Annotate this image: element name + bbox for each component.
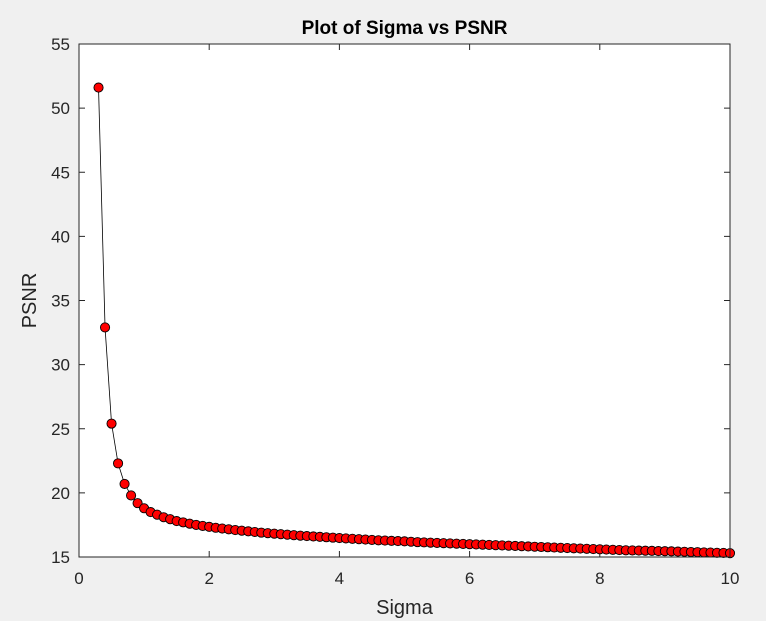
- data-markers: [93, 82, 736, 559]
- data-point: [113, 458, 124, 469]
- data-point: [106, 418, 117, 429]
- x-tick-label: 0: [74, 569, 83, 588]
- y-tick-label: 30: [51, 356, 70, 375]
- y-tick-label: 25: [51, 420, 70, 439]
- plot-area: [79, 44, 730, 557]
- data-point: [126, 490, 137, 501]
- y-tick-label: 50: [51, 99, 70, 118]
- data-point: [93, 82, 104, 93]
- x-tick-label: 8: [595, 569, 604, 588]
- y-tick-label: 35: [51, 292, 70, 311]
- chart-title: Plot of Sigma vs PSNR: [302, 18, 508, 39]
- y-tick-label: 20: [51, 484, 70, 503]
- data-point: [119, 478, 130, 489]
- x-tick-label: 2: [204, 569, 213, 588]
- y-tick-label: 40: [51, 227, 70, 246]
- x-tick-label: 10: [721, 569, 740, 588]
- x-axis-label: Sigma: [376, 597, 434, 619]
- data-point: [132, 498, 143, 509]
- x-tick-label: 6: [465, 569, 474, 588]
- data-point: [99, 322, 111, 333]
- plot-frame: [78, 43, 731, 558]
- y-tick-label: 55: [51, 35, 70, 54]
- y-axis-label: PSNR: [19, 273, 41, 329]
- x-tick-label: 4: [335, 569, 344, 588]
- y-axis-ticks: 15 20 25 30 35 40 45 50 55: [51, 35, 730, 567]
- y-tick-label: 15: [51, 548, 70, 567]
- x-axis-ticks: 0 2 4 6 8 10: [74, 44, 739, 588]
- y-tick-label: 45: [51, 163, 70, 182]
